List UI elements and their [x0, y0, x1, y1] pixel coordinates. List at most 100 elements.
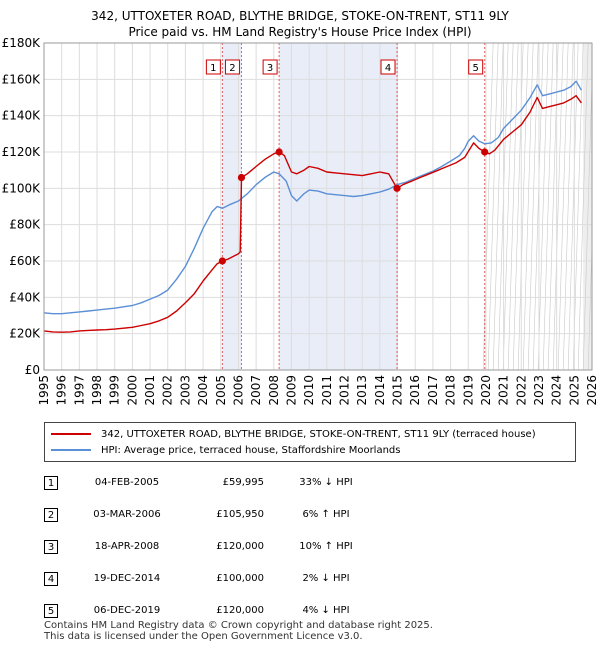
- y-tick-label: £20K: [9, 327, 41, 341]
- x-tick-label: 2006: [231, 375, 245, 406]
- x-tick-label: 2011: [320, 375, 334, 406]
- sale-date: 18-APR-2008: [94, 541, 160, 552]
- footer-copyright: Contains HM Land Registry data © Crown c…: [44, 620, 433, 631]
- sale-label-number: 2: [229, 63, 235, 74]
- sale-number-badge: 3: [44, 540, 58, 554]
- forecast-region: [583, 43, 592, 370]
- y-tick-label: £100K: [2, 181, 42, 195]
- chart-title-block: 342, UTTOXETER ROAD, BLYTHE BRIDGE, STOK…: [0, 8, 600, 40]
- legend-label-hpi: HPI: Average price, terraced house, Staf…: [101, 445, 401, 456]
- y-tick-label: £120K: [2, 145, 42, 159]
- x-tick-label: 1997: [72, 375, 86, 406]
- sale-label-box: [262, 59, 278, 75]
- x-tick-label: 1995: [37, 375, 51, 406]
- y-tick-label: £60K: [9, 254, 41, 268]
- x-tick-label: 2026: [585, 375, 599, 406]
- legend-item-hpi: HPI: Average price, terraced house, Staf…: [51, 444, 401, 458]
- sale-point: [237, 173, 246, 182]
- x-tick-label: 1998: [90, 375, 104, 406]
- hatch-line: [542, 42, 554, 371]
- table-row: 5 06-DEC-2019 £120,000 4% ↓ HPI: [44, 602, 424, 622]
- chart-title: 342, UTTOXETER ROAD, BLYTHE BRIDGE, STOK…: [91, 9, 509, 23]
- x-tick-label: 2005: [214, 375, 228, 406]
- x-tick-label: 1996: [55, 375, 69, 406]
- x-tick-label: 2012: [338, 375, 352, 406]
- series-line-hpi: [43, 80, 583, 315]
- sale-label-number: 1: [210, 63, 216, 74]
- x-tick-label: 2016: [408, 375, 422, 406]
- right-margin-mask: [592, 38, 600, 375]
- sale-number-badge: 4: [44, 572, 58, 586]
- hatch-line: [572, 42, 584, 371]
- x-tick-label: 2004: [196, 375, 210, 406]
- x-tick-label: 2000: [125, 375, 139, 406]
- x-tick-label: 2013: [355, 375, 369, 406]
- sale-label-box: [205, 59, 221, 75]
- x-tick-label: 2019: [461, 375, 475, 406]
- hatch-line: [582, 42, 594, 371]
- hatch-line: [502, 42, 514, 371]
- sale-label-box: [380, 59, 396, 75]
- hatch-line: [567, 42, 579, 371]
- sale-price: £100,000: [216, 573, 264, 584]
- hatch-line: [487, 42, 499, 371]
- series-line-property: [43, 95, 582, 333]
- y-tick-label: £40K: [9, 290, 41, 304]
- hatch-line: [577, 42, 589, 371]
- sale-price: £120,000: [216, 541, 264, 552]
- sale-hpi-diff: 6% ↑ HPI: [302, 509, 350, 520]
- sale-point: [275, 148, 283, 156]
- table-row: 3 18-APR-2008 £120,000 10% ↑ HPI: [44, 538, 424, 558]
- table-row: 1 04-FEB-2005 £59,995 33% ↓ HPI: [44, 474, 424, 494]
- sale-number-badge: 1: [44, 476, 58, 490]
- x-tick-label: 2007: [249, 375, 263, 406]
- sale-point: [218, 257, 226, 265]
- hatch-line: [522, 42, 534, 371]
- sale-hpi-diff: 4% ↓ HPI: [302, 605, 350, 616]
- sale-price: £120,000: [216, 605, 264, 616]
- footer: Contains HM Land Registry data © Crown c…: [44, 620, 433, 642]
- sale-label-number: 3: [267, 63, 273, 74]
- legend: 342, UTTOXETER ROAD, BLYTHE BRIDGE, STOK…: [44, 422, 576, 462]
- x-tick-label: 2001: [143, 375, 157, 406]
- x-tick-label: 2009: [284, 375, 298, 406]
- chart-subtitle: Price paid vs. HM Land Registry's House …: [128, 25, 472, 39]
- hatch-line: [537, 42, 549, 371]
- shaded-range: [222, 43, 242, 370]
- x-tick-label: 2023: [532, 375, 546, 406]
- y-tick-label: £140K: [2, 109, 42, 123]
- x-tick-label: 2003: [178, 375, 192, 406]
- plot-border: [43, 42, 593, 371]
- sale-number-badge: 5: [44, 604, 58, 618]
- footer-licence: This data is licensed under the Open Gov…: [44, 631, 363, 642]
- x-tick-label: 2014: [373, 375, 387, 406]
- legend-swatch-property: [51, 433, 91, 435]
- sale-point: [393, 184, 401, 192]
- x-tick-label: 1999: [108, 375, 122, 406]
- sale-date: 03-MAR-2006: [93, 509, 161, 520]
- hatch-line: [557, 42, 569, 371]
- hatch-line: [562, 42, 574, 371]
- x-tick-label: 2015: [391, 375, 405, 406]
- hatch-line: [532, 42, 544, 371]
- x-tick-label: 2008: [267, 375, 281, 406]
- legend-swatch-hpi: [51, 449, 91, 451]
- sale-label-box: [224, 59, 240, 75]
- y-tick-label: £160K: [2, 72, 42, 86]
- legend-label-property: 342, UTTOXETER ROAD, BLYTHE BRIDGE, STOK…: [101, 429, 536, 440]
- sale-date: 19-DEC-2014: [93, 573, 161, 584]
- x-tick-label: 2024: [550, 375, 564, 406]
- x-tick-label: 2002: [161, 375, 175, 406]
- x-tick-label: 2018: [444, 375, 458, 406]
- x-tick-label: 2017: [426, 375, 440, 406]
- table-row: 2 03-MAR-2006 £105,950 6% ↑ HPI: [44, 506, 424, 526]
- sale-number-badge: 2: [44, 508, 58, 522]
- hatch-line: [517, 42, 529, 371]
- sale-label-box: [468, 59, 484, 75]
- y-tick-label: £180K: [2, 36, 42, 50]
- shaded-range: [279, 43, 398, 370]
- y-tick-label: £0: [25, 363, 40, 377]
- sale-price: £59,995: [222, 477, 264, 488]
- sale-hpi-diff: 33% ↓ HPI: [299, 477, 353, 488]
- sale-point: [481, 148, 489, 156]
